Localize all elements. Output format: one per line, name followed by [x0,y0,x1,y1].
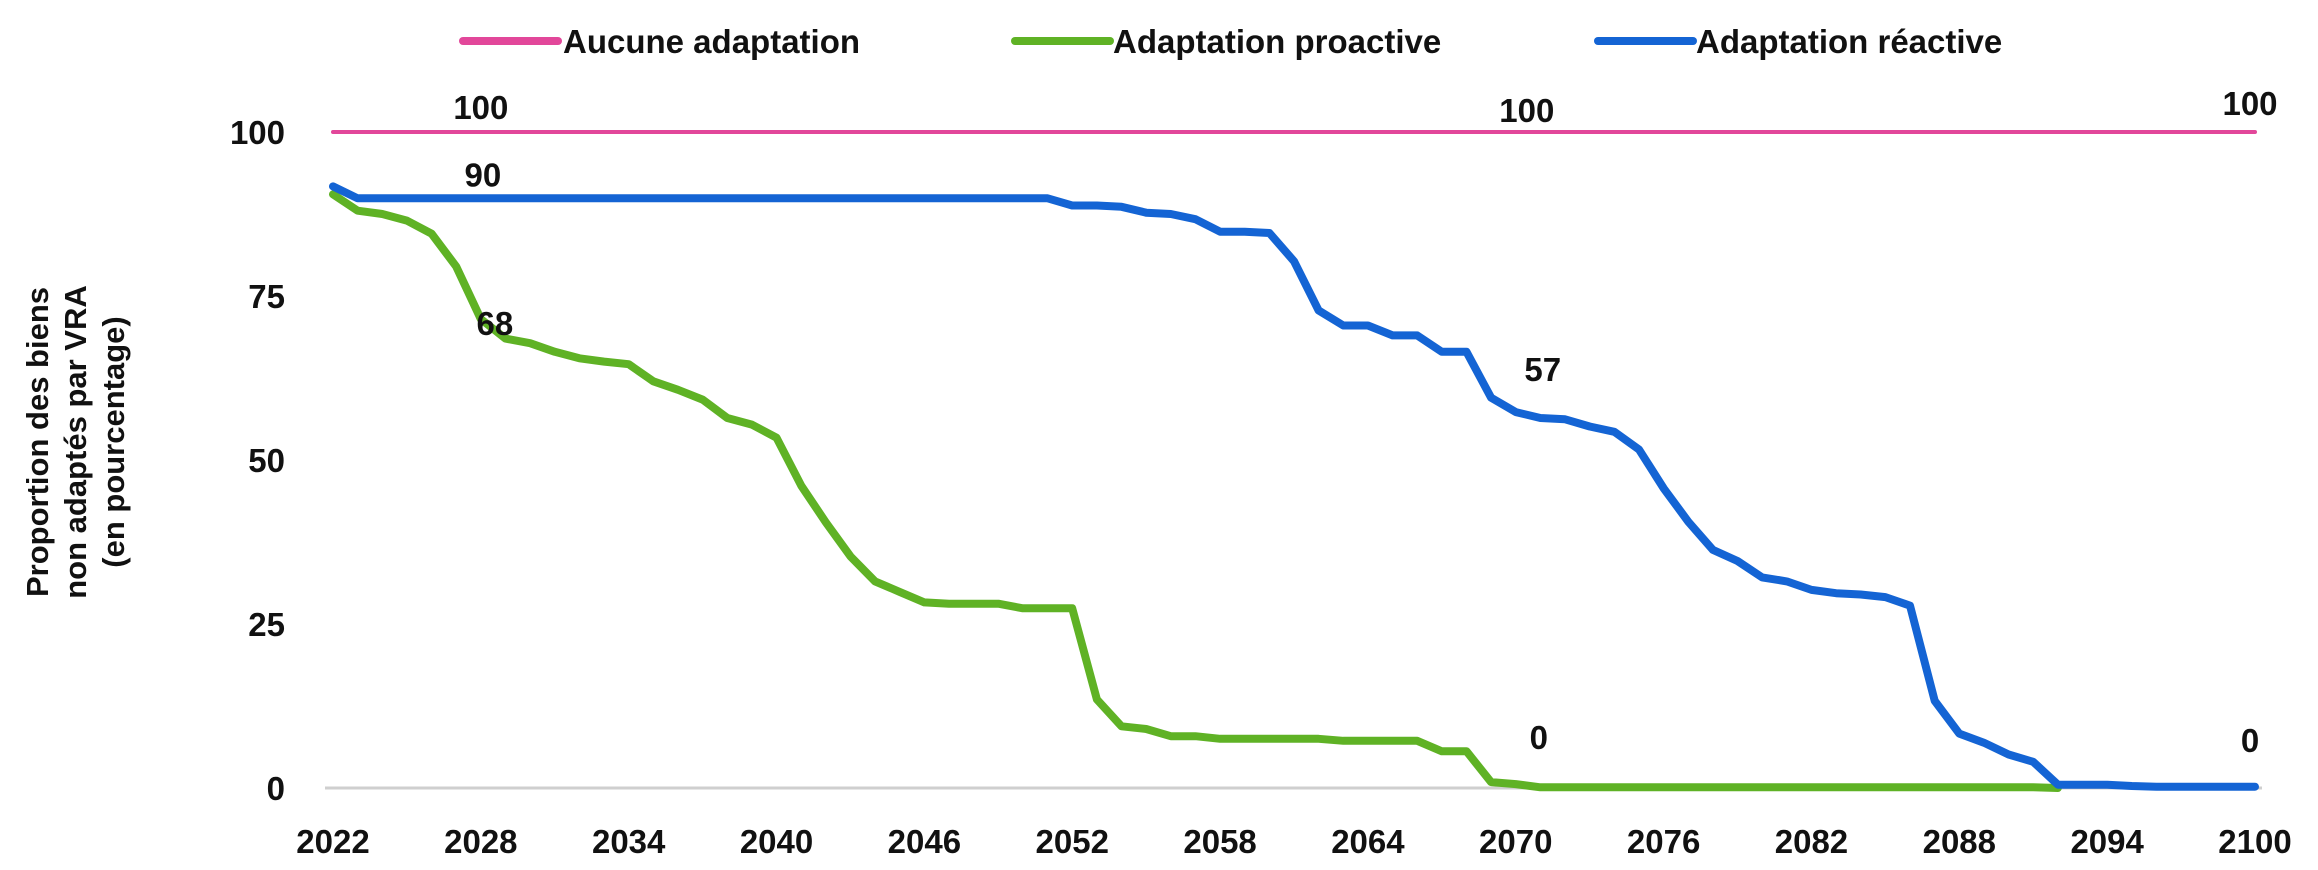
data-label: 100 [1499,92,1554,129]
x-tick-label: 2046 [888,823,961,860]
legend: Aucune adaptation Adaptation proactive Ada… [459,23,2002,60]
y-axis-label-line: non adaptés par VRA [58,285,93,599]
data-label: 68 [476,305,513,342]
y-axis-label-line: (en pourcentage) [96,316,131,567]
x-tick-label: 2100 [2218,823,2291,860]
x-tick-label: 2028 [444,823,517,860]
y-tick-label: 25 [248,606,285,643]
y-tick-label: 100 [230,114,285,151]
x-axis: 2022 2028 2034 2040 2046 2052 2058 2064 2070 2076… [296,786,2292,860]
data-label: 100 [2222,85,2277,122]
x-tick-label: 2088 [1923,823,1996,860]
x-tick-label: 2064 [1331,823,1405,860]
y-tick-label: 50 [248,442,285,479]
data-label: 0 [2241,722,2259,759]
series-line-3 [329,182,2259,791]
x-tick-label: 2034 [592,823,666,860]
y-axis-label: Proportion des biensnon adaptés par VRA(… [20,285,131,599]
data-label: 100 [453,89,508,126]
data-labels: 100 100 100 90 68 57 0 0 [453,85,2277,759]
x-tick-label: 2070 [1479,823,1552,860]
legend-label: Adaptation proactive [1113,23,1441,60]
x-tick-label: 2052 [1036,823,1109,860]
legend-label: Adaptation réactive [1696,23,2002,60]
y-tick-label: 75 [248,278,285,315]
y-axis: Proportion des biensnon adaptés par VRA(… [20,114,285,807]
x-tick-label: 2076 [1627,823,1700,860]
series-line-2 [329,190,2062,792]
x-tick-label: 2040 [740,823,813,860]
x-tick-label: 2094 [2070,823,2144,860]
x-tick-label: 2058 [1183,823,1256,860]
series-group [329,130,2259,792]
legend-label: Aucune adaptation [563,23,860,60]
x-tick-label: 2082 [1775,823,1848,860]
y-axis-label-line: Proportion des biens [20,287,55,597]
data-label: 0 [1530,719,1548,756]
x-tick-label: 2022 [296,823,369,860]
data-label: 57 [1524,351,1561,388]
data-label: 90 [464,157,501,194]
y-tick-label: 0 [267,770,285,807]
